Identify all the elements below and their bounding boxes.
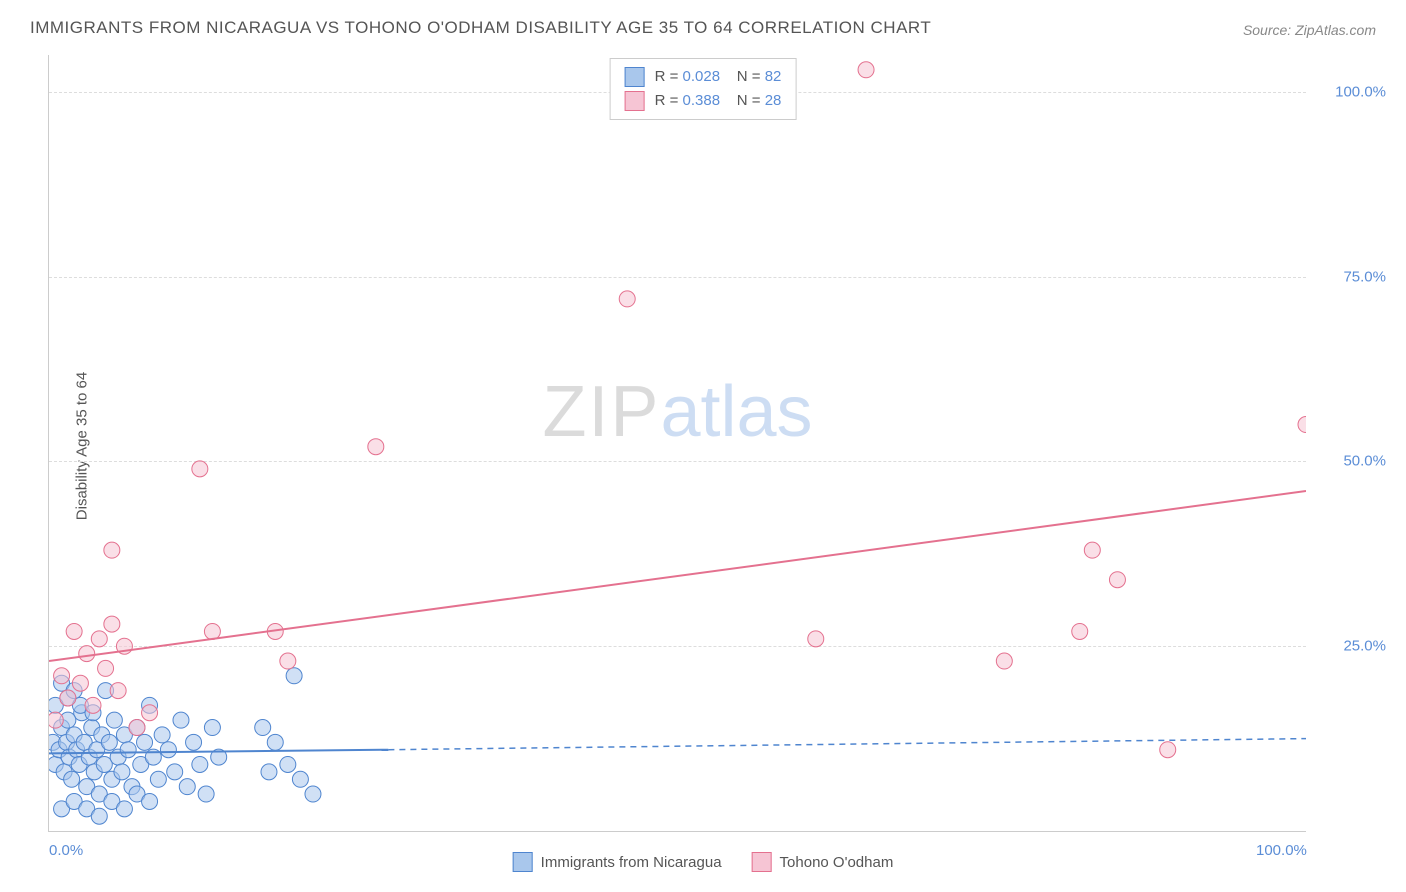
data-point (292, 771, 308, 787)
data-point (79, 646, 95, 662)
data-point (996, 653, 1012, 669)
data-point (110, 683, 126, 699)
data-point (154, 727, 170, 743)
data-point (192, 756, 208, 772)
data-point (1109, 572, 1125, 588)
data-point (116, 801, 132, 817)
data-point (101, 734, 117, 750)
data-point (106, 712, 122, 728)
ytick-label: 25.0% (1316, 638, 1386, 655)
swatch-bottom-2 (752, 852, 772, 872)
ytick-label: 100.0% (1316, 83, 1386, 100)
data-point (619, 291, 635, 307)
data-point (54, 668, 70, 684)
data-point (1160, 742, 1176, 758)
data-point (104, 542, 120, 558)
data-point (98, 660, 114, 676)
ytick-label: 50.0% (1316, 453, 1386, 470)
data-point (64, 771, 80, 787)
xtick-label: 100.0% (1256, 842, 1307, 859)
data-point (186, 734, 202, 750)
data-point (91, 631, 107, 647)
data-point (198, 786, 214, 802)
data-point (179, 779, 195, 795)
data-point (267, 734, 283, 750)
data-point (305, 786, 321, 802)
legend-label-1: Immigrants from Nicaragua (541, 854, 722, 871)
data-point (142, 793, 158, 809)
legend-item-series-2: Tohono O'odham (752, 852, 894, 872)
data-point (137, 734, 153, 750)
data-point (204, 720, 220, 736)
swatch-series-2 (625, 91, 645, 111)
data-point (91, 808, 107, 824)
data-point (1298, 417, 1306, 433)
data-point (808, 631, 824, 647)
data-point (129, 720, 145, 736)
legend-row-series-1: R = 0.028 N = 82 (625, 65, 782, 89)
data-point (173, 712, 189, 728)
data-point (204, 623, 220, 639)
data-point (114, 764, 130, 780)
data-point (858, 62, 874, 78)
legend-item-series-1: Immigrants from Nicaragua (513, 852, 722, 872)
data-point (49, 712, 63, 728)
data-point (1072, 623, 1088, 639)
plot-area: ZIPatlas 25.0%50.0%75.0%100.0%0.0%100.0% (48, 55, 1306, 832)
data-point (120, 742, 136, 758)
data-point (60, 690, 76, 706)
data-point (280, 756, 296, 772)
data-point (160, 742, 176, 758)
data-point (142, 705, 158, 721)
chart-title: IMMIGRANTS FROM NICARAGUA VS TOHONO O'OD… (30, 18, 931, 38)
data-point (1084, 542, 1100, 558)
data-point (167, 764, 183, 780)
data-point (261, 764, 277, 780)
data-point (66, 623, 82, 639)
legend-label-2: Tohono O'odham (780, 854, 894, 871)
ytick-label: 75.0% (1316, 268, 1386, 285)
data-point (104, 616, 120, 632)
swatch-bottom-1 (513, 852, 533, 872)
correlation-legend: R = 0.028 N = 82 R = 0.388 N = 28 (610, 58, 797, 120)
data-point (192, 461, 208, 477)
data-point (280, 653, 296, 669)
xtick-label: 0.0% (49, 842, 83, 859)
data-point (286, 668, 302, 684)
series-legend: Immigrants from Nicaragua Tohono O'odham (513, 852, 894, 872)
data-point (255, 720, 271, 736)
data-point (72, 675, 88, 691)
swatch-series-1 (625, 67, 645, 87)
legend-row-series-2: R = 0.388 N = 28 (625, 89, 782, 113)
scatter-svg (49, 55, 1306, 831)
data-point (85, 697, 101, 713)
data-point (368, 439, 384, 455)
data-point (150, 771, 166, 787)
source-attribution: Source: ZipAtlas.com (1243, 22, 1376, 38)
